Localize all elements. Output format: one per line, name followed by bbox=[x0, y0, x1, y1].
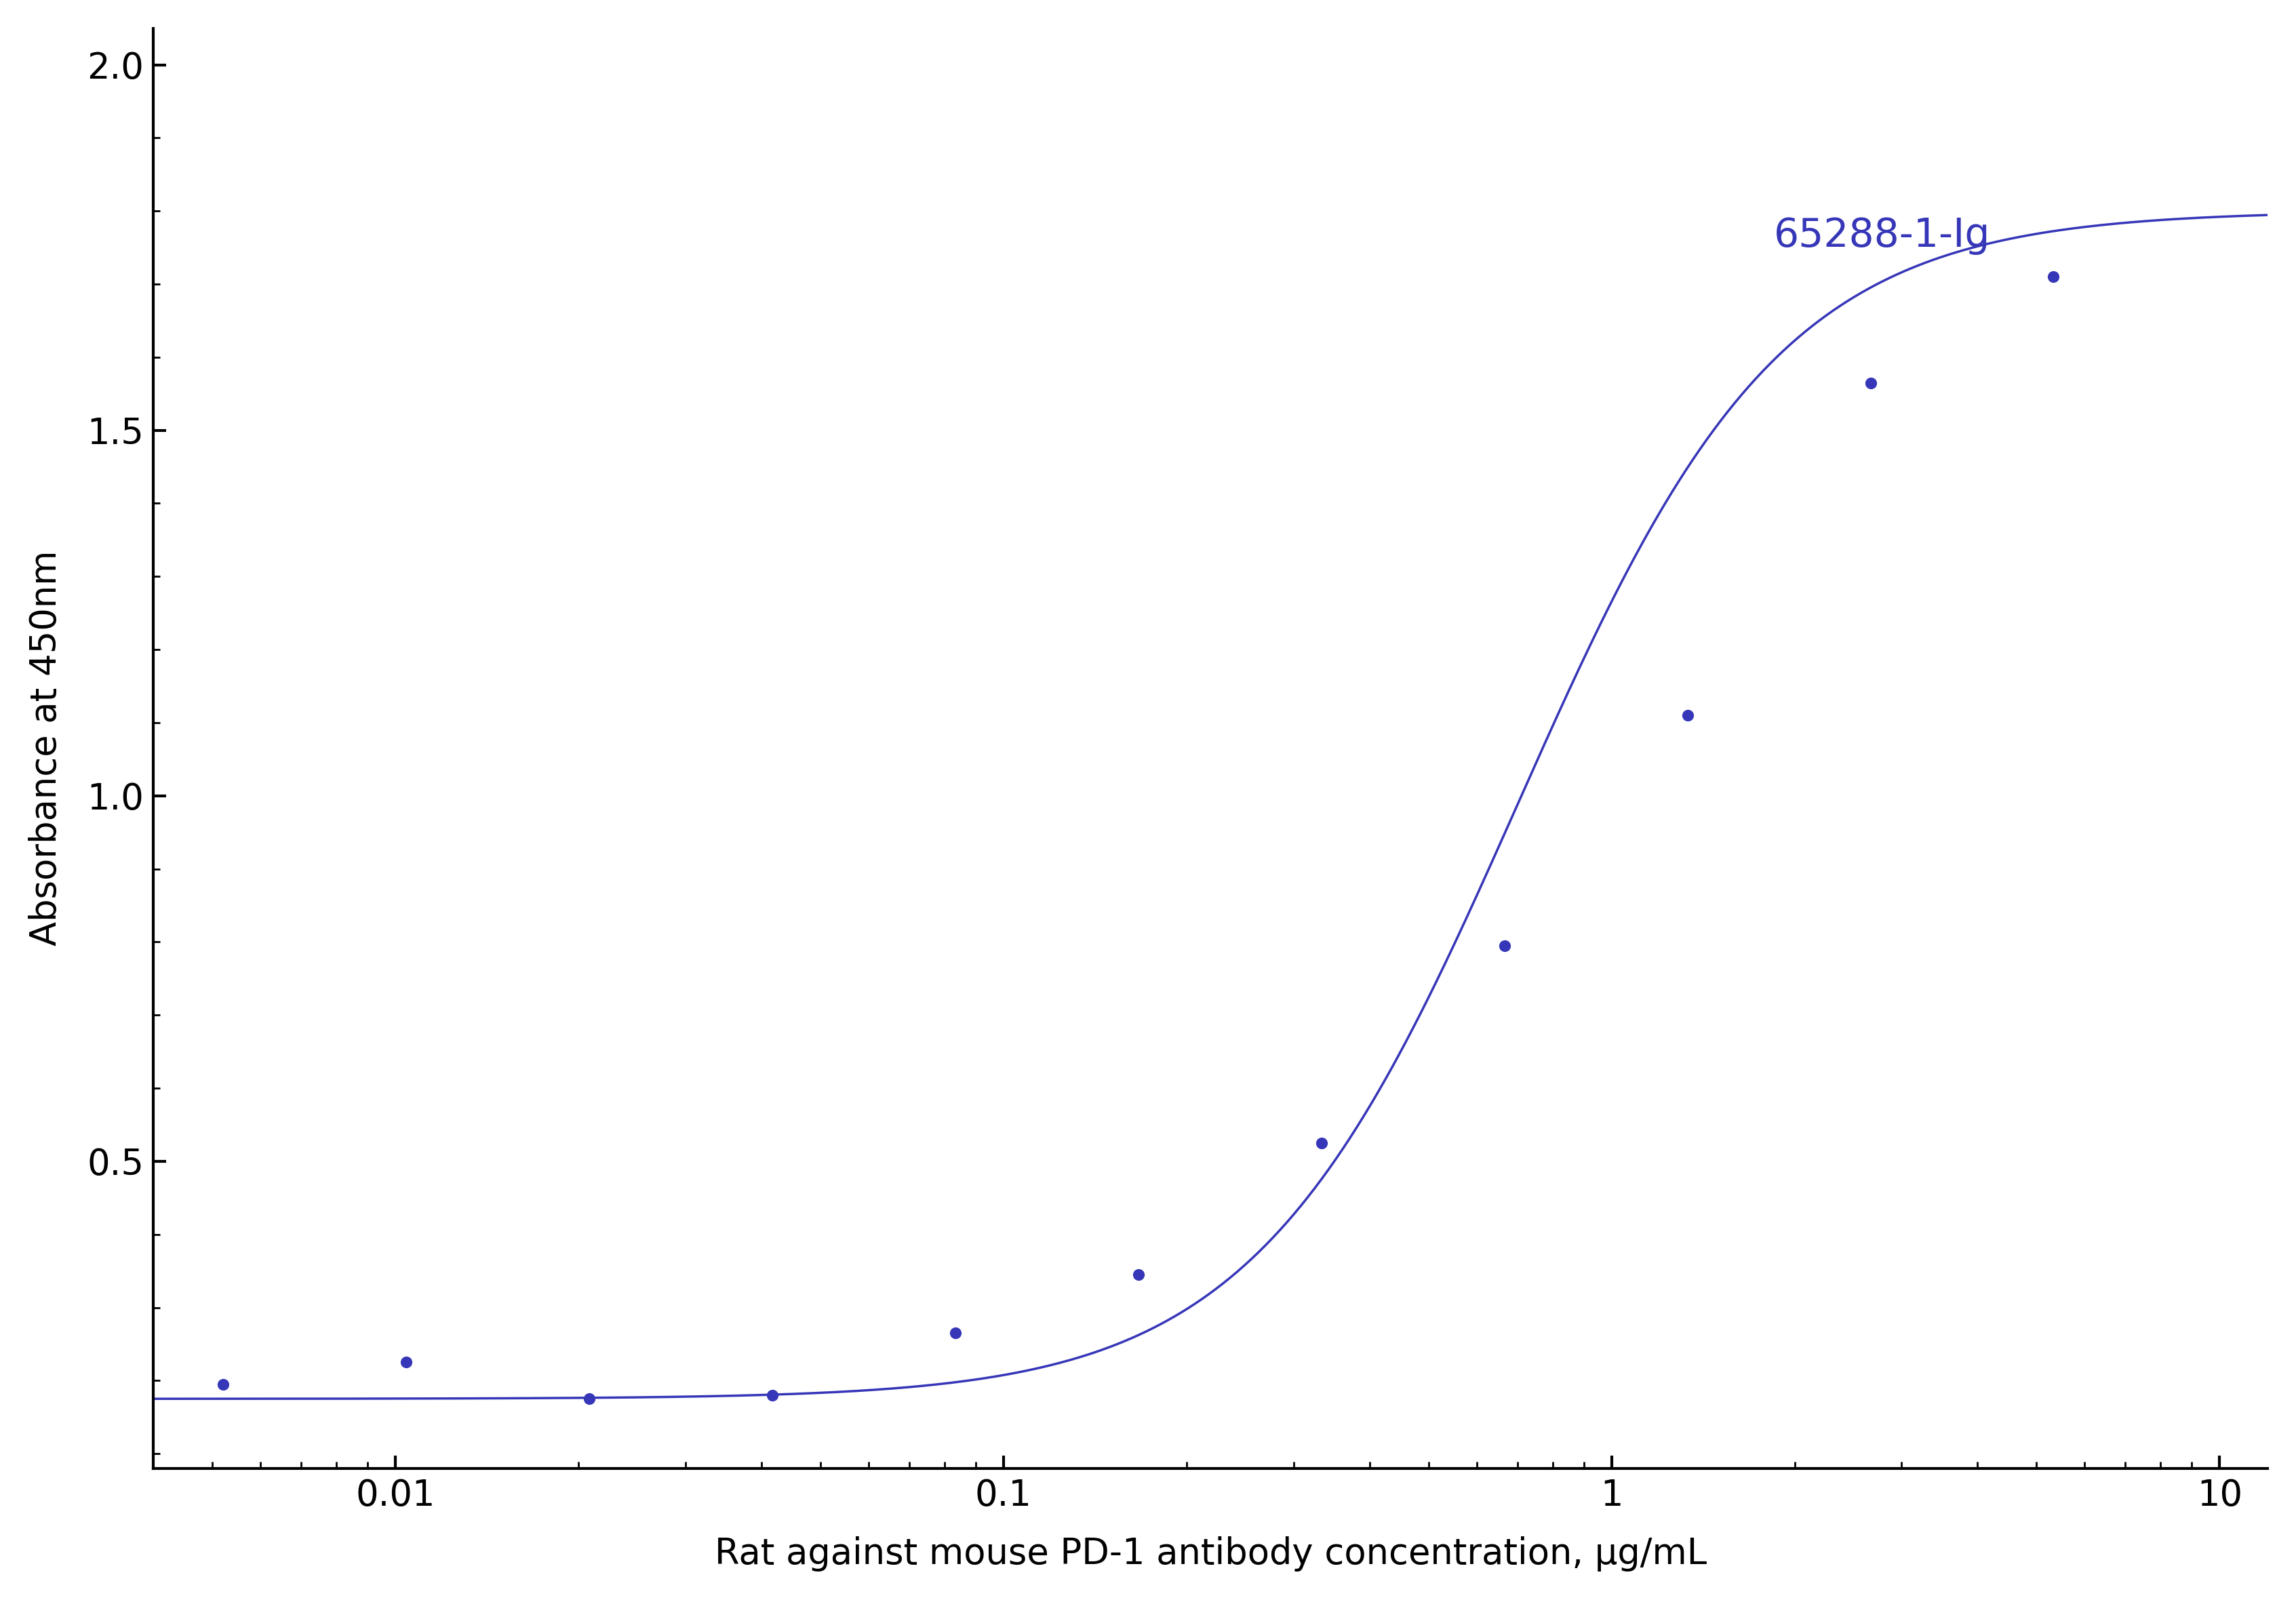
Point bbox=[1853, 370, 1890, 395]
Point bbox=[388, 1349, 425, 1374]
Point bbox=[1486, 933, 1522, 958]
Text: 65288-1-Ig: 65288-1-Ig bbox=[1775, 216, 1991, 254]
Point bbox=[572, 1386, 608, 1411]
Point bbox=[1304, 1130, 1341, 1155]
Point bbox=[204, 1371, 241, 1397]
Point bbox=[1120, 1262, 1157, 1288]
Point bbox=[1669, 702, 1706, 728]
Point bbox=[753, 1382, 790, 1408]
Point bbox=[2034, 264, 2071, 290]
Point bbox=[937, 1320, 974, 1346]
X-axis label: Rat against mouse PD-1 antibody concentration, μg/mL: Rat against mouse PD-1 antibody concentr… bbox=[714, 1536, 1706, 1571]
Y-axis label: Absorbance at 450nm: Absorbance at 450nm bbox=[28, 550, 64, 946]
